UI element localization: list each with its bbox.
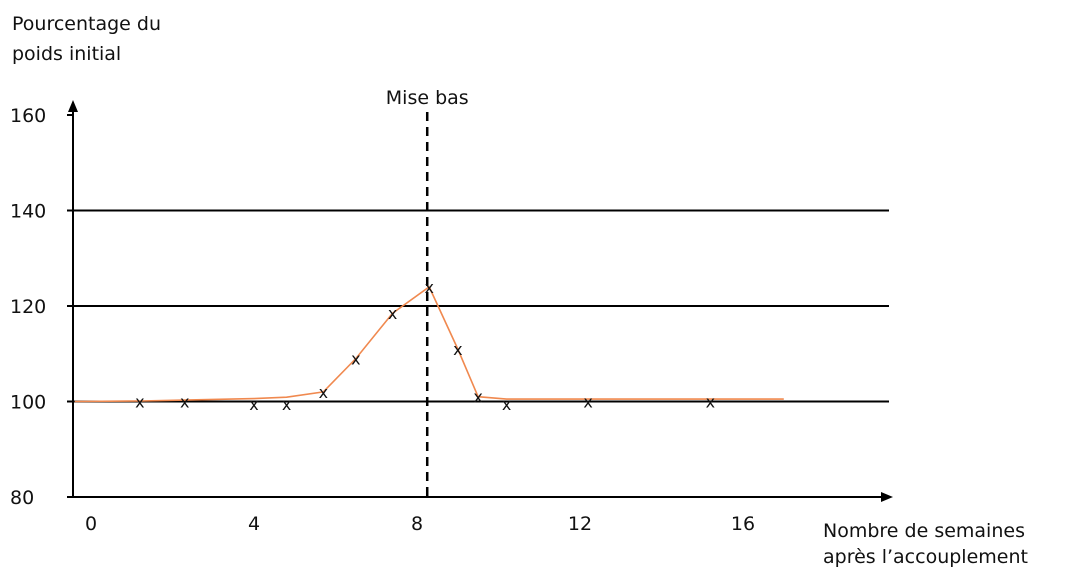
series-layer: x x x x x x x x x x x x x (74, 278, 784, 414)
data-point-marker: x (424, 278, 433, 297)
y-axis-title-line-2: poids initial (12, 43, 121, 65)
y-axis-arrow (68, 100, 78, 112)
x-tick-label: 12 (568, 513, 592, 535)
series-line (74, 285, 784, 403)
mise-bas-marker: Mise bas (386, 87, 469, 497)
data-point-marker: x (249, 395, 258, 414)
data-point-marker: x (453, 340, 462, 359)
data-point-marker: x (583, 393, 592, 412)
x-axis-arrow (881, 492, 893, 502)
y-axis-title-line-1: Pourcentage du (12, 13, 161, 35)
mise-bas-label: Mise bas (386, 87, 469, 109)
y-tick-label: 140 (10, 201, 46, 223)
y-tick-label: 80 (10, 487, 34, 509)
x-tick-label: 4 (248, 513, 260, 535)
data-point-marker: x (473, 388, 482, 407)
data-point-marker: x (282, 395, 291, 414)
x-tick-label: 16 (731, 513, 755, 535)
y-tick-label: 160 (10, 105, 46, 127)
data-point-marker: x (351, 350, 360, 369)
y-tick-label: 120 (10, 296, 46, 318)
gridlines (73, 209, 889, 403)
data-point-marker: x (180, 393, 189, 412)
data-point-marker: x (319, 383, 328, 402)
data-point-marker: x (706, 393, 715, 412)
axes (67, 100, 893, 502)
x-tick-label: 0 (85, 513, 97, 535)
x-axis-title-line-2: après l’accouplement (823, 546, 1028, 568)
data-point-marker: x (135, 393, 144, 412)
x-axis-title-line-1: Nombre de semaines (823, 520, 1025, 542)
y-tick-label: 100 (10, 392, 46, 414)
data-point-marker: x (502, 395, 511, 414)
tick-labels: 80 100 120 140 160 0 4 8 12 16 (10, 105, 755, 535)
x-tick-label: 8 (411, 513, 423, 535)
data-point-marker: x (388, 304, 397, 323)
